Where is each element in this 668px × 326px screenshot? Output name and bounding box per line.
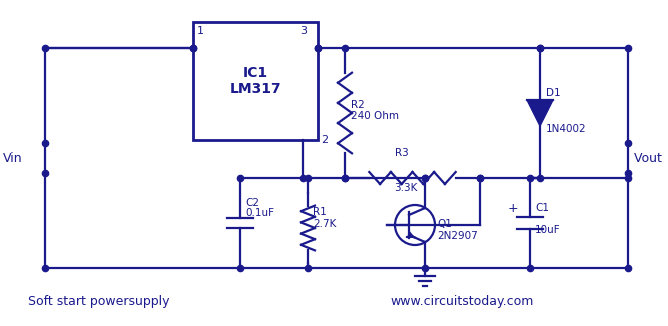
Text: Soft start powersupply: Soft start powersupply: [28, 295, 170, 308]
Text: R3: R3: [395, 148, 408, 158]
Text: 1: 1: [197, 26, 204, 36]
Text: D1: D1: [546, 88, 560, 98]
Text: www.circuitstoday.com: www.circuitstoday.com: [390, 295, 533, 308]
Text: +: +: [508, 202, 518, 215]
Text: Vout  15V: Vout 15V: [634, 152, 668, 165]
Text: 3.3K: 3.3K: [395, 183, 418, 193]
Text: R2: R2: [351, 100, 365, 110]
Text: 2: 2: [321, 135, 328, 145]
Text: 3: 3: [300, 26, 307, 36]
Text: IC1
LM317: IC1 LM317: [230, 66, 281, 96]
Text: 0.1uF: 0.1uF: [245, 208, 274, 218]
Text: 240 Ohm: 240 Ohm: [351, 111, 399, 121]
Bar: [193, 22, 318, 140]
Polygon shape: [527, 100, 553, 126]
Text: R1
2.7K: R1 2.7K: [313, 207, 337, 229]
Text: Vin: Vin: [3, 152, 23, 165]
Text: C1: C1: [535, 203, 549, 213]
Text: 10uF: 10uF: [535, 225, 560, 235]
Text: C2: C2: [245, 198, 259, 208]
Text: Q1
2N2907: Q1 2N2907: [437, 219, 478, 241]
Text: 1N4002: 1N4002: [546, 124, 587, 134]
